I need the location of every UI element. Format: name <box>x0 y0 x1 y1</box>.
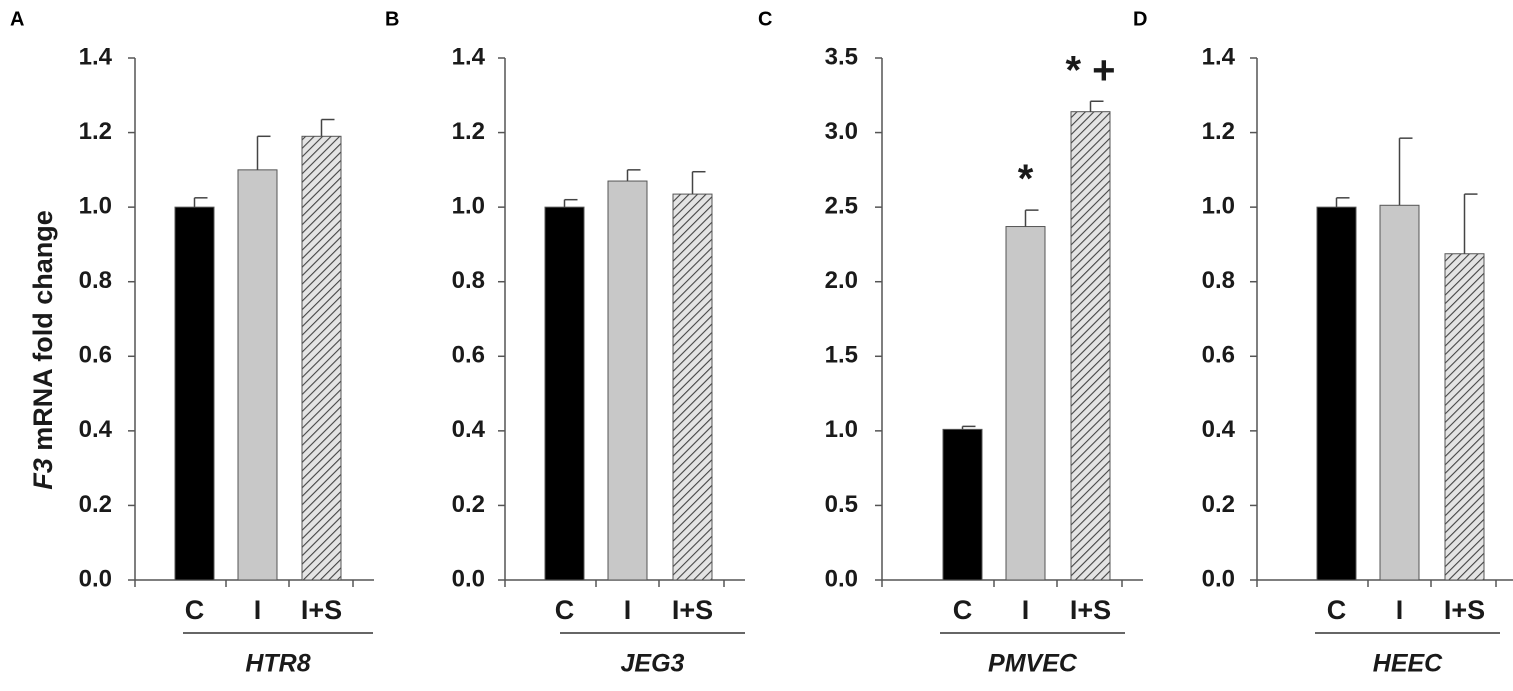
y-tick-label: 1.2 <box>79 118 112 145</box>
y-tick-label: 2.0 <box>825 267 858 294</box>
y-tick-label: 3.0 <box>825 118 858 145</box>
y-tick-label: 0.6 <box>79 342 112 369</box>
bar-i <box>237 169 278 581</box>
y-tick-label: 0.0 <box>1202 565 1235 592</box>
category-label: I+S <box>672 595 713 625</box>
y-tick-label: 0.4 <box>1202 416 1236 443</box>
y-tick-label: 1.4 <box>79 43 113 70</box>
category-label: I+S <box>301 595 342 625</box>
y-tick-label: 0.0 <box>825 565 858 592</box>
y-tick-label: 0.8 <box>79 267 112 294</box>
bar-ipluss <box>301 135 342 581</box>
y-tick-label: 0.6 <box>452 342 485 369</box>
bar-c <box>1316 206 1357 581</box>
panel-A: A 0.0 0.2 0.4 0.6 0.8 1.0 1.2 1.4 C I I+S HTR8 <box>10 8 374 678</box>
category-label: I <box>254 595 262 625</box>
y-tick-label: 0.4 <box>79 416 113 443</box>
y-tick-label: 0.6 <box>1202 342 1235 369</box>
bar-ipluss <box>1070 111 1111 581</box>
category-label: I <box>1022 595 1030 625</box>
y-axis-title-italic: F3 <box>28 458 58 490</box>
y-tick-label: 1.4 <box>452 43 486 70</box>
category-label: C <box>953 595 973 625</box>
y-tick-label: 0.2 <box>452 491 485 518</box>
y-tick-label: 0.5 <box>825 491 858 518</box>
y-tick-label: 2.5 <box>825 192 858 219</box>
y-tick-label: 1.5 <box>825 342 858 369</box>
cell-line-label: HEEC <box>1373 650 1443 678</box>
y-tick-label: 0.0 <box>79 565 112 592</box>
y-tick-label: 0.2 <box>1202 491 1235 518</box>
significance-marker: * + <box>1065 48 1115 92</box>
panel-C: C 0.0 0.5 1.0 1.5 2.0 2.5 3.0 3.5 C I * I+S * + PMVEC <box>758 8 1143 678</box>
panel-letter: A <box>10 8 24 30</box>
y-tick-label: 1.2 <box>1202 118 1235 145</box>
significance-marker: * <box>1018 157 1034 201</box>
panel-letter: D <box>1133 8 1147 30</box>
bar-c <box>942 428 983 581</box>
y-tick-label: 1.0 <box>825 416 858 443</box>
bar-i <box>607 180 648 581</box>
category-label: I <box>624 595 632 625</box>
category-label: C <box>555 595 575 625</box>
panels: A 0.0 0.2 0.4 0.6 0.8 1.0 1.2 1.4 C I I+S HTR8 B 0.0 0.… <box>10 8 1513 678</box>
panel-B: B 0.0 0.2 0.4 0.6 0.8 1.0 1.2 1.4 C I I+S JEG3 <box>385 8 745 678</box>
category-label: C <box>1327 595 1347 625</box>
y-tick-label: 3.5 <box>825 43 858 70</box>
panel-letter: C <box>758 8 772 30</box>
y-tick-label: 0.8 <box>1202 267 1235 294</box>
bar-i <box>1379 204 1420 581</box>
category-label: I+S <box>1444 595 1485 625</box>
y-tick-label: 0.2 <box>79 491 112 518</box>
category-label: C <box>185 595 205 625</box>
bar-ipluss <box>672 193 713 581</box>
bar-i <box>1005 226 1046 581</box>
y-tick-label: 1.4 <box>1202 43 1236 70</box>
bar-ipluss <box>1444 253 1485 581</box>
category-label: I+S <box>1070 595 1111 625</box>
cell-line-label: PMVEC <box>988 650 1078 678</box>
y-tick-label: 1.0 <box>79 192 112 219</box>
y-tick-label: 0.4 <box>452 416 486 443</box>
cell-line-label: JEG3 <box>621 650 685 678</box>
y-tick-label: 0.8 <box>452 267 485 294</box>
category-label: I <box>1396 595 1404 625</box>
bar-c <box>174 206 215 581</box>
y-tick-label: 1.2 <box>452 118 485 145</box>
y-tick-label: 0.0 <box>452 565 485 592</box>
y-axis-title: F3 mRNA fold change <box>28 210 58 490</box>
y-tick-label: 1.0 <box>1202 192 1235 219</box>
cell-line-label: HTR8 <box>245 650 310 678</box>
y-tick-label: 1.0 <box>452 192 485 219</box>
bar-c <box>544 206 585 581</box>
panel-letter: B <box>385 8 399 30</box>
y-axis-title-rest: mRNA fold change <box>28 210 58 458</box>
